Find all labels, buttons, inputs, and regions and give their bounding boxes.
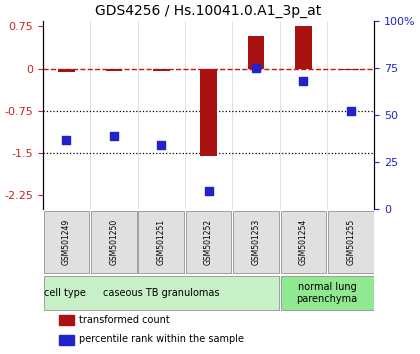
Bar xyxy=(342,69,359,70)
Text: GSM501254: GSM501254 xyxy=(299,219,308,265)
Text: percentile rank within the sample: percentile rank within the sample xyxy=(79,334,244,344)
Point xyxy=(253,65,260,71)
Bar xyxy=(200,69,217,156)
Bar xyxy=(248,36,264,69)
Text: GSM501250: GSM501250 xyxy=(109,219,118,265)
Point xyxy=(158,142,165,148)
Point xyxy=(300,78,307,84)
FancyBboxPatch shape xyxy=(233,211,279,273)
Bar xyxy=(59,315,74,325)
Point xyxy=(205,188,212,193)
FancyBboxPatch shape xyxy=(186,211,231,273)
FancyBboxPatch shape xyxy=(91,211,136,273)
Point xyxy=(63,137,70,142)
Text: GSM501251: GSM501251 xyxy=(157,219,166,265)
Text: cell type: cell type xyxy=(44,288,86,298)
FancyBboxPatch shape xyxy=(281,276,373,310)
FancyBboxPatch shape xyxy=(328,211,373,273)
FancyBboxPatch shape xyxy=(44,211,89,273)
Bar xyxy=(153,69,170,72)
Text: GSM501252: GSM501252 xyxy=(204,219,213,265)
Text: caseous TB granulomas: caseous TB granulomas xyxy=(103,288,220,298)
Bar xyxy=(59,335,74,344)
Text: normal lung
parenchyma: normal lung parenchyma xyxy=(297,282,358,304)
Bar xyxy=(295,25,312,69)
Text: GSM501249: GSM501249 xyxy=(62,219,71,265)
Text: GSM501255: GSM501255 xyxy=(346,219,355,265)
Text: GSM501253: GSM501253 xyxy=(252,219,260,265)
FancyBboxPatch shape xyxy=(44,276,279,310)
FancyBboxPatch shape xyxy=(139,211,184,273)
Text: transformed count: transformed count xyxy=(79,315,170,325)
Point xyxy=(110,133,117,139)
Title: GDS4256 / Hs.10041.0.A1_3p_at: GDS4256 / Hs.10041.0.A1_3p_at xyxy=(95,4,322,18)
FancyBboxPatch shape xyxy=(281,211,326,273)
Bar xyxy=(105,69,122,71)
Point xyxy=(347,108,354,114)
Bar xyxy=(58,69,75,72)
